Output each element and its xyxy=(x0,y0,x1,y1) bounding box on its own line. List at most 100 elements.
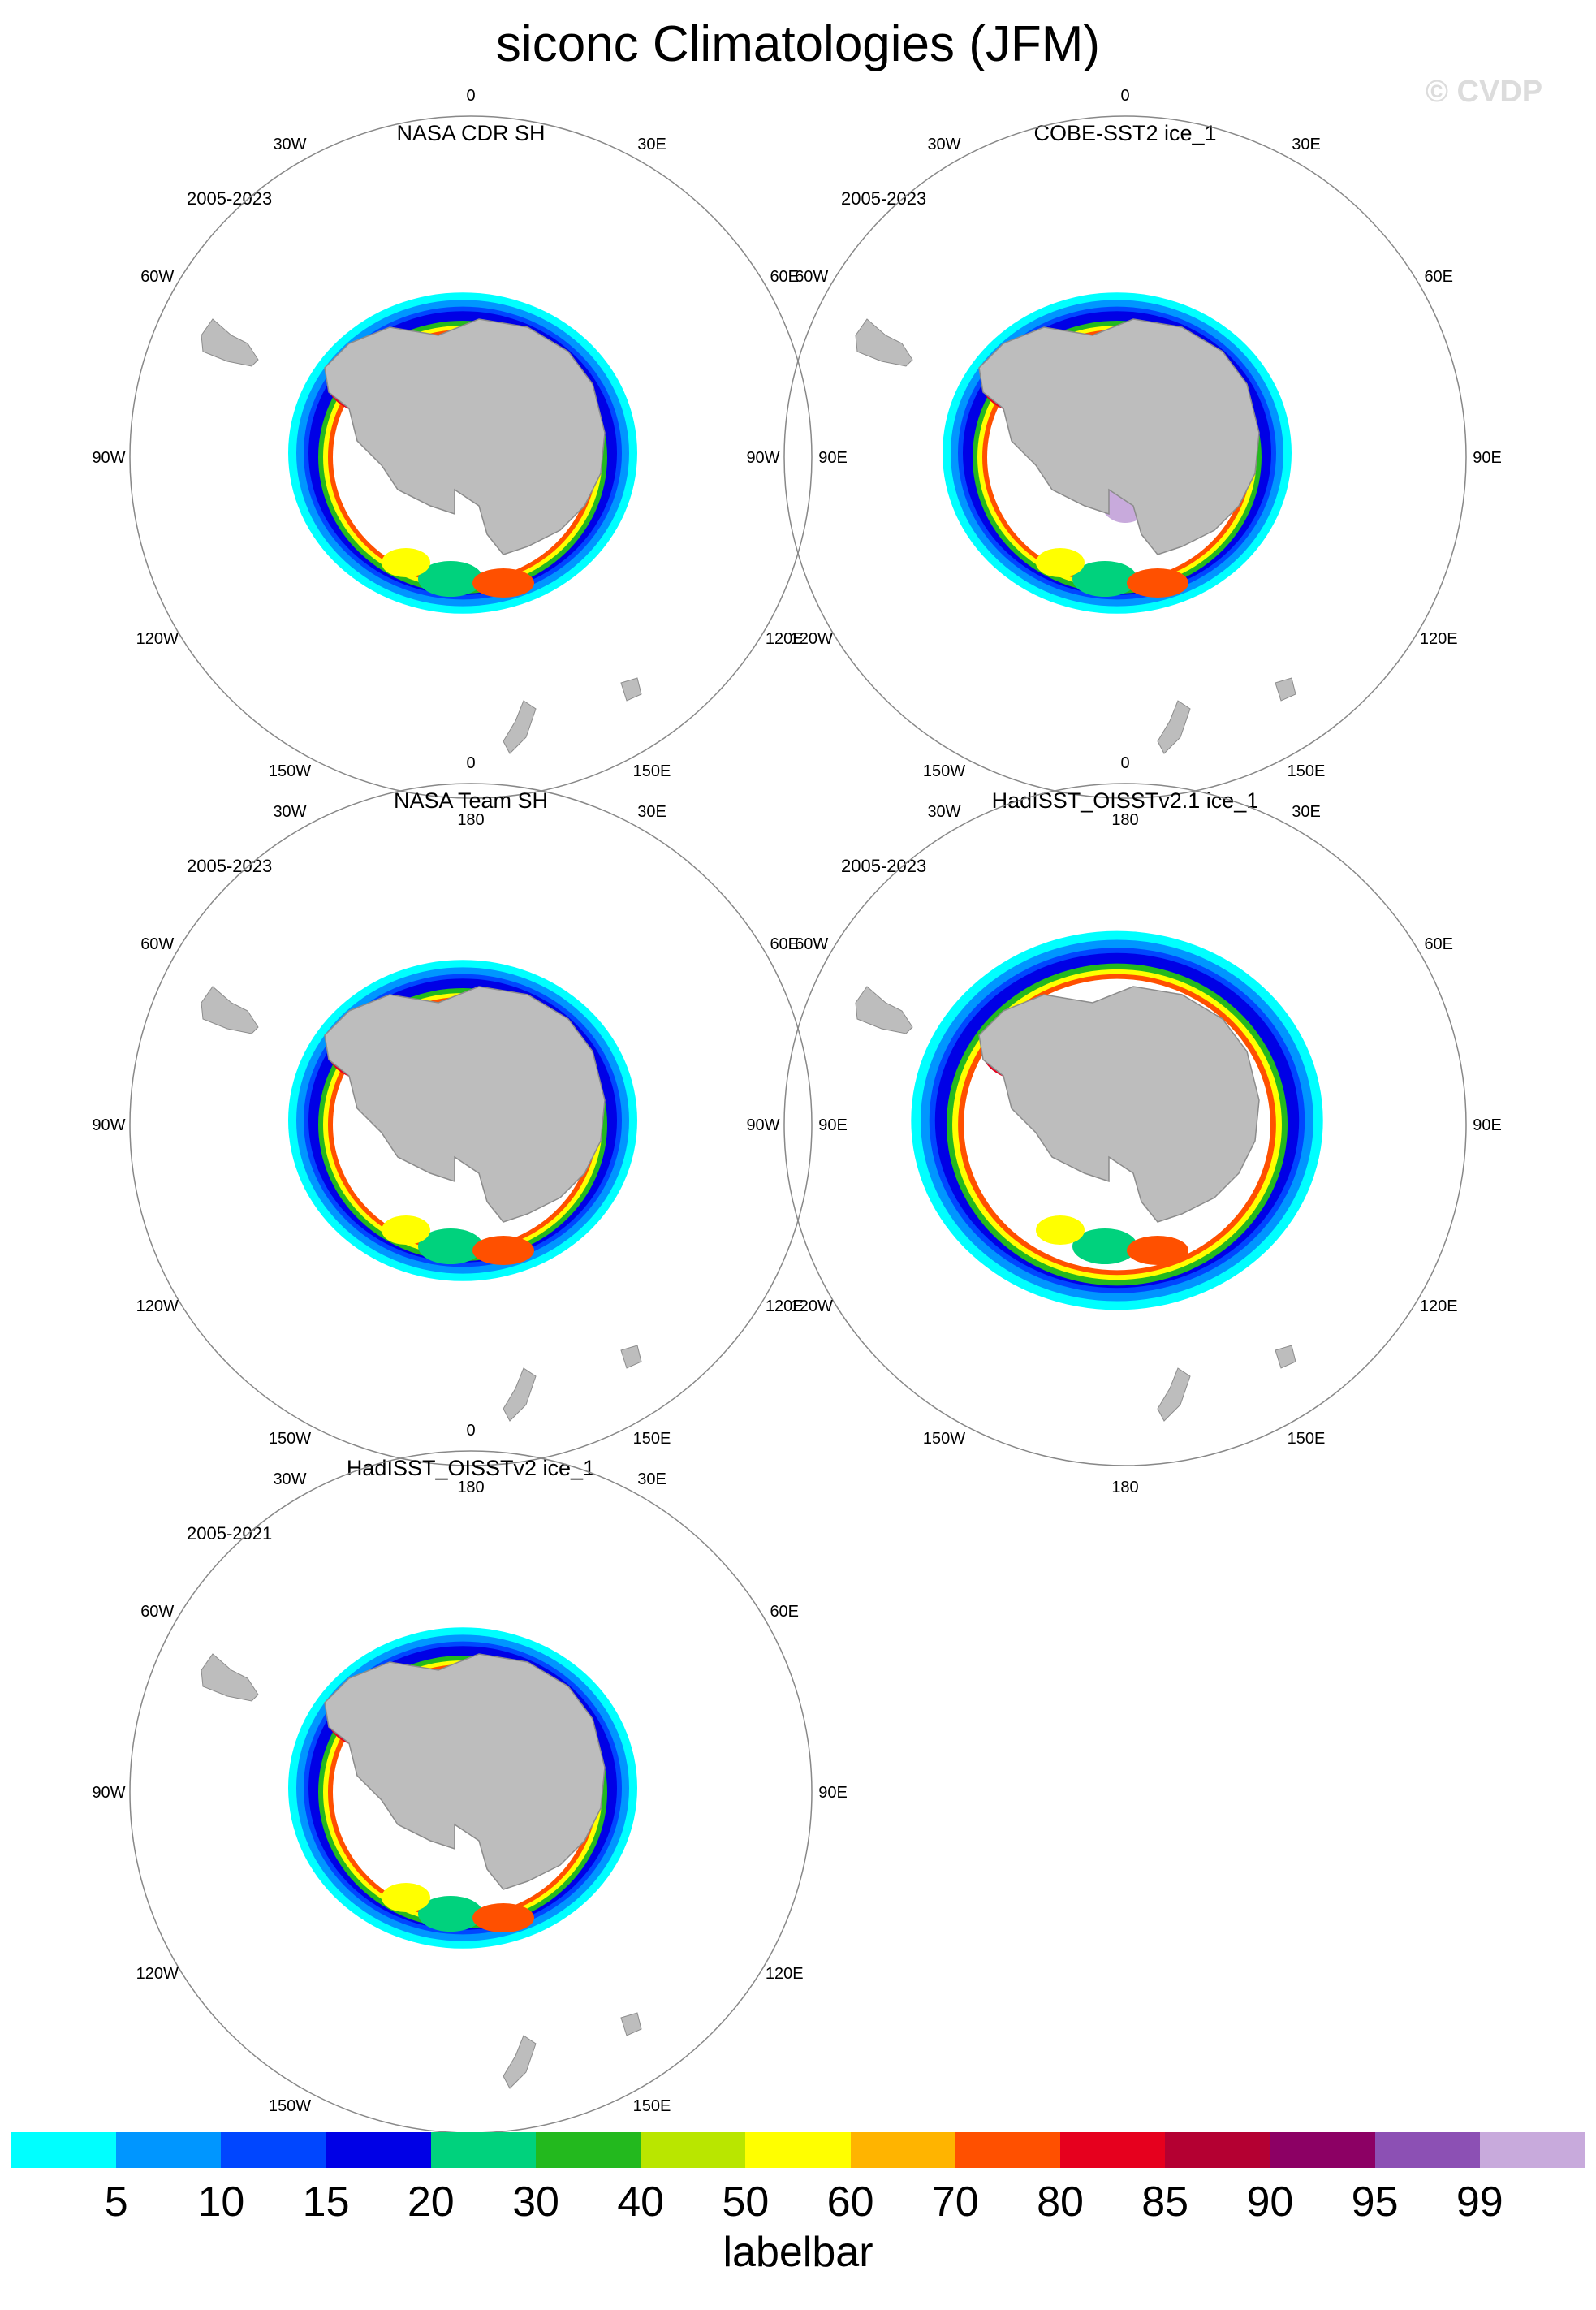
labelbar-tick-label: 99 xyxy=(1456,2178,1503,2226)
map-panel: NASA CDR SH 2005-2023 0 30E 60E 90E 120E 150E 18… xyxy=(81,87,861,829)
longitude-label: 180 xyxy=(1111,1479,1138,1496)
page-title: siconc Climatologies (JFM) xyxy=(495,16,1101,72)
panel-title: NASA CDR SH xyxy=(396,121,546,145)
map-boundary-circle xyxy=(129,783,813,1466)
tasmania-landmass xyxy=(620,2012,642,2036)
labelbar-tick-label: 85 xyxy=(1141,2178,1189,2226)
labelbar-title: labelbar xyxy=(723,2229,873,2276)
longitude-label: 120W xyxy=(136,630,179,648)
longitude-label: 120W xyxy=(136,1297,179,1315)
panel-period: 2005-2023 xyxy=(841,856,927,876)
longitude-label: 150E xyxy=(633,1430,671,1448)
labelbar-tick-label: 80 xyxy=(1037,2178,1084,2226)
longitude-label: 30W xyxy=(273,803,306,821)
new-zealand-landmass xyxy=(1157,1367,1191,1422)
labelbar-tick-label: 50 xyxy=(722,2178,770,2226)
south-america-landmass xyxy=(201,1653,259,1702)
longitude-label: 60W xyxy=(140,935,174,953)
labelbar-tick-label: 60 xyxy=(826,2178,874,2226)
panel-title: HadISST_OISSTv2.1 ice_1 xyxy=(991,788,1259,813)
longitude-label: 30E xyxy=(637,1470,666,1488)
longitude-label: 90E xyxy=(818,1784,848,1802)
longitude-label: 0 xyxy=(1120,87,1129,105)
longitude-label: 30W xyxy=(927,803,960,821)
longitude-label: 30E xyxy=(1292,803,1321,821)
longitude-label: 150E xyxy=(1288,1430,1326,1448)
longitude-label: 60W xyxy=(795,268,828,286)
longitude-label: 120E xyxy=(766,1297,804,1315)
map-boundary-circle xyxy=(783,783,1467,1466)
map-panel: HadISST_OISSTv2.1 ice_1 2005-2023 0 30E 60E 9… xyxy=(735,754,1515,1496)
antarctica-landmass xyxy=(324,318,606,555)
panel-period: 2005-2023 xyxy=(187,856,273,876)
labelbar-tick-label: 90 xyxy=(1246,2178,1294,2226)
longitude-label: 90E xyxy=(818,1116,848,1134)
labelbar-color-box xyxy=(430,2132,537,2168)
map-boundary-circle xyxy=(129,115,813,799)
panel-period: 2005-2023 xyxy=(187,188,273,209)
labelbar-color-box xyxy=(1374,2132,1480,2168)
longitude-label: 120E xyxy=(766,1965,804,1983)
labelbar xyxy=(11,2132,1585,2168)
labelbar-tick-label: 70 xyxy=(931,2178,979,2226)
longitude-label: 120E xyxy=(766,630,804,648)
longitude-label: 0 xyxy=(1120,754,1129,772)
labelbar-color-box xyxy=(221,2132,326,2168)
map-panel: COBE-SST2 ice_1 2005-2023 0 30E 60E 90E 120E 15… xyxy=(735,87,1515,829)
longitude-label: 150E xyxy=(633,762,671,780)
labelbar-color-box xyxy=(1060,2132,1166,2168)
longitude-label: 60E xyxy=(770,935,799,953)
labelbar-tick-label: 15 xyxy=(302,2178,350,2226)
labelbar-color-box xyxy=(1479,2132,1585,2168)
polar-map: 0 30E 60E 90E 120E 150E 180 150W 120W 90W 60W 30W xyxy=(92,87,847,829)
labelbar-color-box xyxy=(955,2132,1061,2168)
antarctica-landmass xyxy=(324,986,606,1223)
longitude-label: 90E xyxy=(1473,1116,1502,1134)
longitude-label: 90W xyxy=(92,449,125,467)
labelbar-color-box xyxy=(641,2132,746,2168)
polar-map: 0 30E 60E 90E 120E 150E 180 150W 120W 90W 60W 30W xyxy=(746,87,1501,829)
map-panel: NASA Team SH 2005-2023 0 30E 60E 90E 120E 150E 1… xyxy=(81,754,861,1496)
longitude-label: 30W xyxy=(927,136,960,153)
panel-title: COBE-SST2 ice_1 xyxy=(1033,121,1217,145)
longitude-label: 0 xyxy=(466,87,475,105)
longitude-label: 90W xyxy=(746,1116,779,1134)
polar-map: 0 30E 60E 90E 120E 150E 180 150W 120W 90W 60W 30W xyxy=(92,1422,848,2164)
longitude-label: 30W xyxy=(273,136,306,153)
map-boundary-circle xyxy=(783,115,1467,799)
longitude-label: 60W xyxy=(140,1603,174,1621)
longitude-label: 150E xyxy=(1288,762,1326,780)
antarctica-landmass xyxy=(978,318,1260,555)
longitude-label: 150W xyxy=(269,2097,311,2115)
longitude-label: 150W xyxy=(269,762,311,780)
longitude-label: 30E xyxy=(637,136,666,153)
map-panel: HadISST_OISSTv2 ice_1 2005-2021 0 30E 60E 90E… xyxy=(81,1422,861,2164)
longitude-label: 30W xyxy=(273,1470,306,1488)
tasmania-landmass xyxy=(620,677,642,702)
labelbar-tick-label: 5 xyxy=(104,2178,128,2226)
longitude-label: 180 xyxy=(457,1479,484,1496)
longitude-label: 120E xyxy=(1420,630,1458,648)
longitude-label: 90W xyxy=(92,1116,125,1134)
labelbar-color-box xyxy=(1270,2132,1375,2168)
labelbar-color-box xyxy=(536,2132,641,2168)
labelbar-color-box xyxy=(1165,2132,1270,2168)
labelbar-color-box xyxy=(745,2132,851,2168)
longitude-label: 60W xyxy=(795,935,828,953)
longitude-label: 120W xyxy=(136,1965,179,1983)
new-zealand-landmass xyxy=(503,2035,537,2089)
longitude-label: 150E xyxy=(633,2097,671,2115)
longitude-label: 90W xyxy=(92,1784,125,1802)
labelbar-color-box xyxy=(850,2132,955,2168)
labelbar-tick-label: 10 xyxy=(197,2178,245,2226)
longitude-label: 30E xyxy=(1292,136,1321,153)
new-zealand-landmass xyxy=(1157,700,1191,754)
longitude-label: 30E xyxy=(637,803,666,821)
polar-map: 0 30E 60E 90E 120E 150E 180 150W 120W 90W 60W 30W xyxy=(746,754,1502,1496)
labelbar-tick-label: 95 xyxy=(1351,2178,1399,2226)
labelbar-tick-label: 20 xyxy=(407,2178,455,2226)
longitude-label: 0 xyxy=(466,1422,475,1440)
south-america-landmass xyxy=(855,986,913,1034)
south-america-landmass xyxy=(201,318,259,367)
longitude-label: 120W xyxy=(791,1297,833,1315)
